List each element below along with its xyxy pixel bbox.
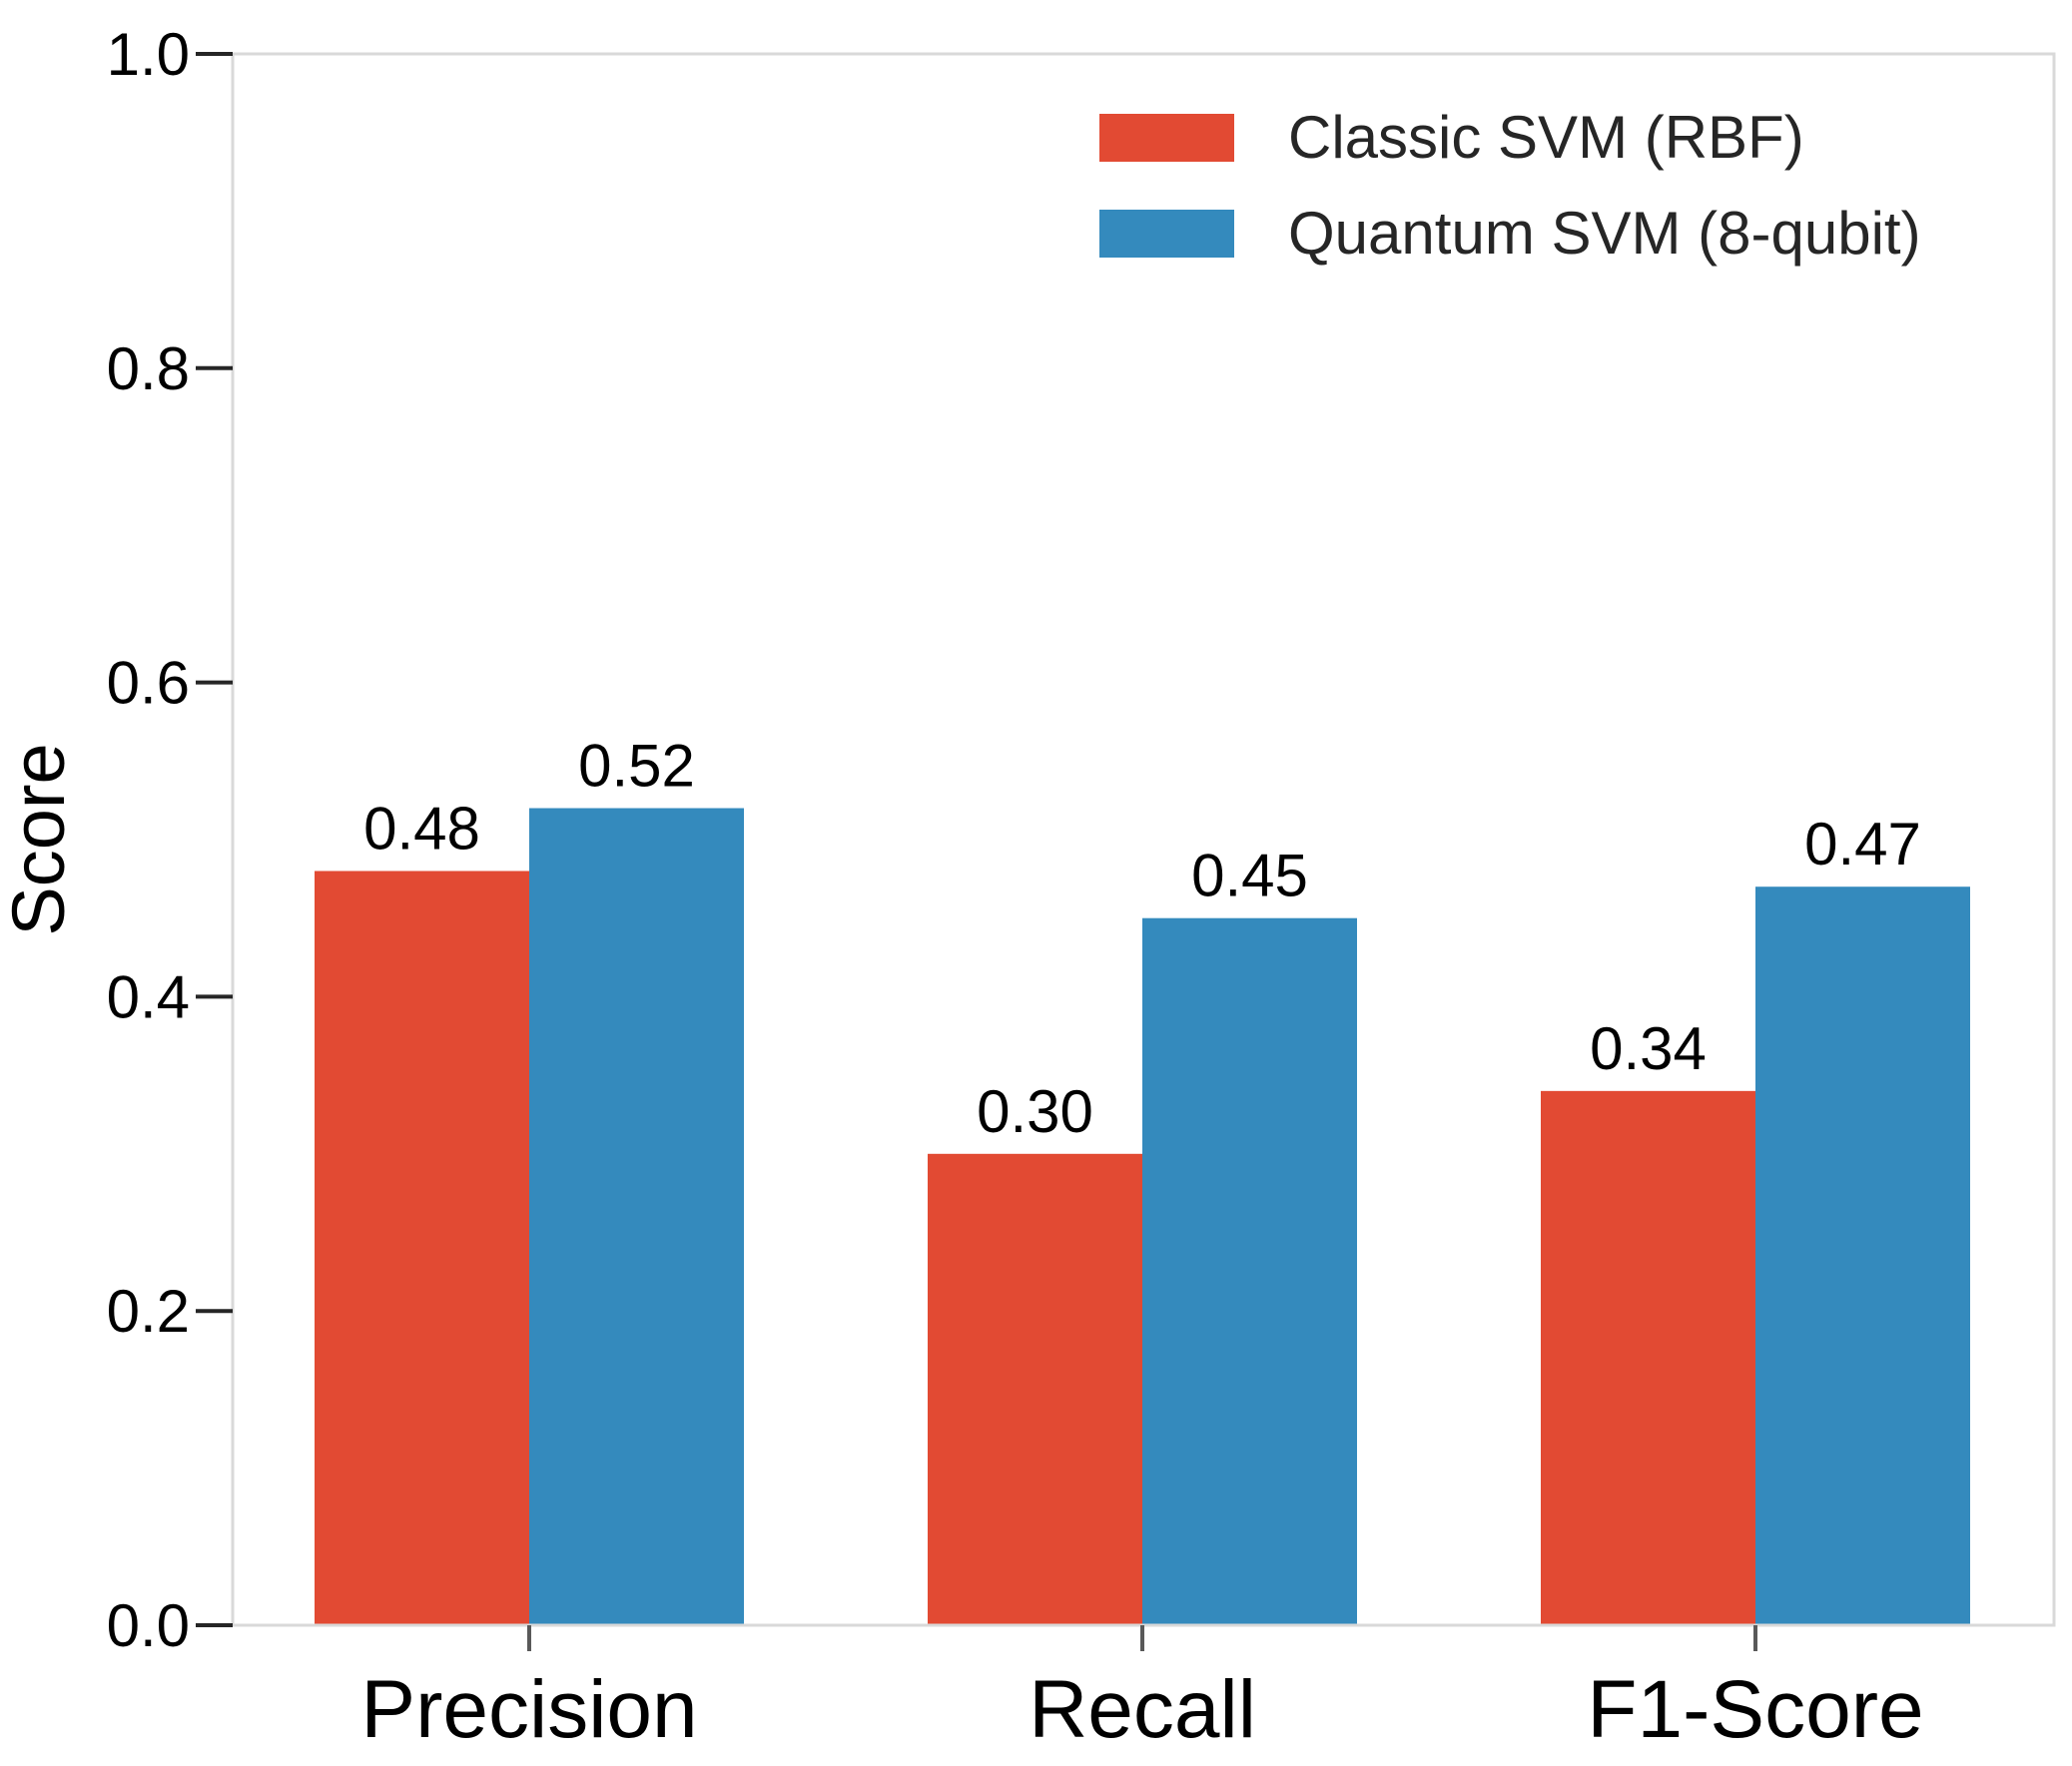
y-axis: 0.0 0.2 0.4 0.6 0.8 1.0 — [107, 21, 233, 1659]
data-labels: 0.48 0.52 0.30 0.45 0.34 0.47 — [363, 733, 1921, 1145]
legend-swatch — [1099, 114, 1234, 162]
bar-f1-score-series-1 — [1541, 1090, 1755, 1625]
data-label: 0.30 — [977, 1078, 1093, 1145]
bar-recall-series-1 — [928, 1153, 1142, 1625]
bar-f1-score-series-2 — [1755, 886, 1970, 1625]
x-tick-label: Precision — [360, 1664, 697, 1755]
bar-precision-series-2 — [529, 808, 744, 1625]
y-tick-label: 1.0 — [107, 21, 190, 88]
bar-precision-series-1 — [315, 871, 529, 1625]
y-tick-label: 0.8 — [107, 335, 190, 402]
y-axis-title: Score — [0, 743, 80, 935]
y-tick-label: 0.4 — [107, 963, 190, 1030]
bars-layer — [315, 808, 1970, 1625]
legend-label: Quantum SVM (8-qubit) — [1288, 200, 1921, 267]
x-tick-label: Recall — [1029, 1664, 1256, 1755]
data-label: 0.45 — [1191, 843, 1308, 909]
data-label: 0.47 — [1804, 811, 1921, 878]
data-label: 0.48 — [363, 795, 480, 862]
legend-label: Classic SVM (RBF) — [1288, 104, 1804, 171]
data-label: 0.52 — [578, 733, 695, 800]
y-tick-label: 0.6 — [107, 650, 190, 717]
legend-swatch — [1099, 210, 1234, 258]
y-tick-label: 0.2 — [107, 1278, 190, 1345]
y-tick-label: 0.0 — [107, 1592, 190, 1659]
legend: Classic SVM (RBF) Quantum SVM (8-qubit) — [1099, 104, 1921, 267]
data-label: 0.34 — [1590, 1015, 1707, 1082]
x-tick-label: F1-Score — [1587, 1664, 1923, 1755]
x-axis: Precision Recall F1-Score — [360, 1625, 1924, 1755]
bar-recall-series-2 — [1142, 917, 1357, 1625]
